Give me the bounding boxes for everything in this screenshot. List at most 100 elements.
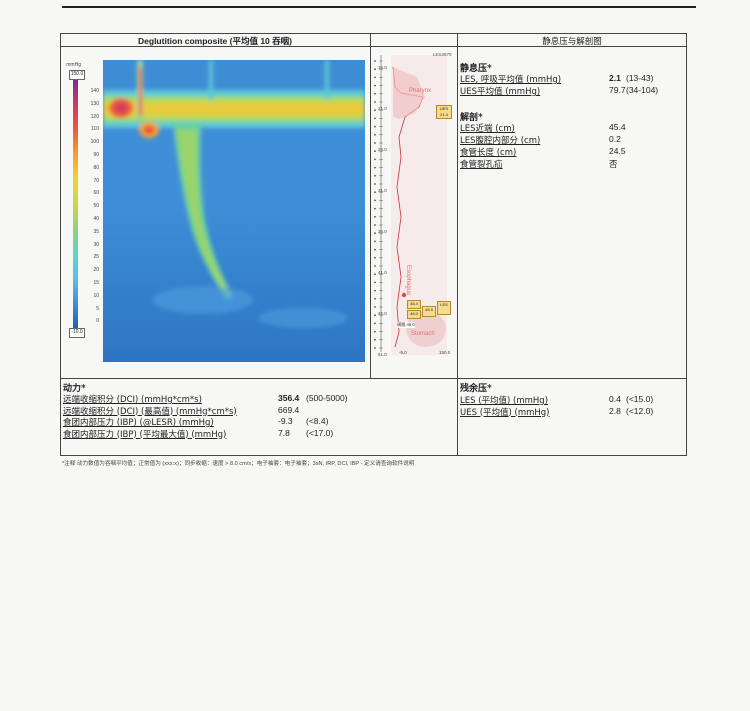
anatomy-label: LES腹腔内部分 (cm) (460, 136, 541, 146)
sensor-dot (374, 101, 376, 103)
scale-tick: 20 (93, 267, 99, 274)
profile-y-label: 41.0 (378, 270, 387, 275)
sensor-dot (374, 297, 376, 300)
motility-label: 食团内部压力 (IBP) (@LESR) (mmHg) (63, 418, 214, 428)
residual-value: 0.4 (609, 394, 621, 404)
scale-tick: 50 (93, 203, 99, 210)
sensor-dot (374, 191, 376, 194)
pharynx-band (103, 60, 365, 80)
sensor-dot (374, 109, 376, 112)
profile-y-label: 36.0 (378, 229, 387, 234)
color-scale: mmHg 150.0 -10.0 140 130 120 110 100 90 80 70 60… (63, 60, 103, 360)
section-divider (60, 378, 687, 379)
sensor-dot (374, 174, 376, 177)
residual-title: 残余压* (460, 384, 492, 394)
scale-tick: 0 (96, 318, 99, 325)
sensor-dot (374, 84, 376, 87)
sensor-dot (374, 150, 376, 153)
motility-value: 7.8 (278, 427, 290, 438)
sensor-dot (374, 133, 376, 136)
scale-tick: 90 (93, 152, 99, 158)
resting-range: (13-43) (626, 73, 654, 83)
motility-range: (<17.0) (306, 427, 334, 438)
motility-label: 食团内部压力 (IBP) (平均最大值) (mmHg) (63, 429, 227, 440)
profile-y-label: 46.0 (378, 311, 387, 316)
sensor-dot (374, 199, 376, 202)
sensor-dot (374, 76, 376, 79)
sensor-dot (374, 265, 376, 267)
scale-tick: 70 (93, 177, 99, 184)
scale-tick: 80 (93, 164, 99, 171)
profile-y-label: 31.0 (378, 188, 387, 193)
scale-unit: mmHg (66, 62, 81, 68)
motility-value: 669.4 (278, 404, 300, 415)
sensor-marks (374, 60, 383, 349)
scale-tick: 140 (90, 88, 99, 94)
esophagus-label: Esophagus (405, 265, 411, 296)
les-badge-4-label: LES (440, 302, 448, 307)
residual-range: (<15.0) (626, 394, 654, 404)
pressure-profile: LES3679 Pharynx Esophagus Stomach UES 21.… (371, 47, 457, 377)
resting-title: 静息压* (460, 64, 492, 74)
motility-label: 远端收缩积分 (DCI) (最高值) (mmHg*cm*s) (63, 406, 237, 417)
residual-value: 2.8 (609, 405, 621, 416)
sensor-dot (374, 224, 376, 226)
scale-tick: 30 (93, 241, 99, 248)
scale-tick: 5 (96, 305, 99, 312)
anatomy-label: LES近端 (cm) (460, 124, 515, 134)
profile-y-label: 21.0 (378, 106, 387, 111)
ues-badge-value: 21.4 (440, 112, 448, 117)
sensor-dot (374, 314, 376, 317)
motility-value: 356.4 (278, 393, 300, 403)
ues-badge-label: UES (439, 106, 449, 111)
les-badge-2: 46.0 (407, 310, 421, 319)
sensor-dot (374, 166, 376, 169)
les-marker (401, 292, 407, 298)
anatomy-value: 45.4 (609, 122, 626, 132)
scale-tick: 100 (90, 139, 99, 146)
sensor-dot (374, 256, 376, 259)
sensor-dot (374, 92, 376, 95)
sensor-dot (374, 289, 376, 292)
ues-badge: UES 21.4 (436, 105, 452, 119)
residual-label: UES (平均值) (mmHg) (460, 407, 550, 418)
sensor-dot (374, 306, 376, 308)
sensor-dot (374, 117, 376, 120)
les-badge-4: LES (437, 301, 451, 315)
resting-value: 79.7 (609, 85, 626, 95)
pharynx-label: Pharynx (409, 88, 432, 94)
column-divider-1 (370, 33, 371, 378)
profile-y-label: 26.0 (378, 147, 387, 152)
sensor-dot (374, 60, 376, 62)
resting-label: LES, 呼吸平均值 (mmHg) (460, 75, 562, 85)
sensor-dot (374, 273, 376, 276)
profile-x-min: -5.0 (399, 350, 407, 355)
motility-range: (<8.4) (306, 416, 329, 426)
right-title: 静息压与解剖图 (542, 37, 602, 47)
stomach-label: Stomach (411, 331, 435, 337)
plot-title: Deglutition composite (平均值 10 吞咽) (138, 36, 292, 46)
sensor-dot (374, 240, 376, 243)
scale-tick: 10 (93, 292, 99, 299)
profile-y-label: 16.0 (378, 65, 387, 70)
les-badge-1: 45.4 (407, 300, 421, 309)
scale-top: 150.0 (69, 70, 85, 80)
report-frame (60, 33, 687, 456)
column-divider-3 (457, 378, 458, 456)
profile-x-max: 150.0 (439, 350, 451, 355)
anatomy-value: 24.5 (609, 146, 626, 156)
profile-y-label: 51.0 (378, 352, 387, 357)
motility-value: -9.3 (278, 416, 293, 426)
sensor-dot (374, 142, 376, 144)
resting-range: (34-104) (626, 85, 659, 95)
scale-tick: 25 (93, 254, 99, 261)
motility-title: 动力* (63, 384, 86, 394)
sensor-dot (374, 207, 376, 210)
scale-bar (73, 80, 78, 328)
sensor-dot (374, 232, 376, 235)
sensor-dot (374, 248, 376, 251)
hiatus-label: 横膈 46.0 (397, 322, 415, 328)
sensor-dot (374, 322, 376, 325)
sensor-dot (374, 215, 376, 218)
sensor-dot (374, 281, 376, 284)
